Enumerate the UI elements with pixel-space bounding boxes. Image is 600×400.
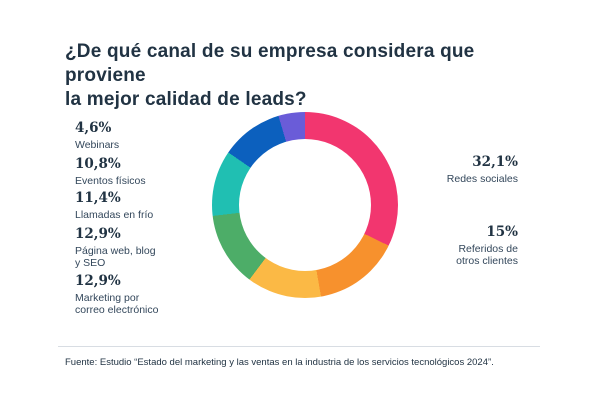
segment-name: Eventos físicos (75, 175, 146, 187)
segment-label-pagina-web-blog-seo: 12,9% Página web, blog y SEO (75, 226, 195, 270)
segment-label-marketing-correo: 12,9% Marketing por correo electrónico (75, 273, 195, 317)
segment-label-referidos-clientes: 15% Referidos de otros clientes (388, 224, 518, 268)
donut-hole (239, 139, 371, 271)
segment-name: Webinars (75, 139, 120, 151)
segment-pct: 10,8% (75, 156, 121, 172)
segment-name: Referidos de otros clientes (456, 243, 518, 267)
segment-pct: 15% (486, 224, 518, 240)
segment-label-llamadas-en-frio: 11,4% Llamadas en frío (75, 190, 195, 222)
footer-divider (58, 346, 540, 347)
segment-pct: 11,4% (75, 190, 121, 206)
segment-name: Marketing por correo electrónico (75, 292, 159, 316)
segment-name: Llamadas en frío (75, 209, 154, 221)
source-note: Fuente: Estudio “Estado del marketing y … (65, 357, 494, 368)
segment-pct: 12,9% (75, 226, 121, 242)
segment-name: Página web, blog y SEO (75, 245, 156, 269)
donut-chart (212, 112, 398, 298)
segment-pct: 4,6% (75, 120, 112, 136)
segment-name: Redes sociales (446, 173, 518, 185)
segment-pct: 12,9% (75, 273, 121, 289)
segment-label-webinars: 4,6% Webinars (75, 120, 195, 152)
chart-title: ¿De qué canal de su empresa considera qu… (65, 41, 475, 110)
segment-pct: 32,1% (472, 154, 518, 170)
segment-label-redes-sociales: 32,1% Redes sociales (388, 154, 518, 186)
segment-label-eventos-fisicos: 10,8% Eventos físicos (75, 156, 195, 188)
